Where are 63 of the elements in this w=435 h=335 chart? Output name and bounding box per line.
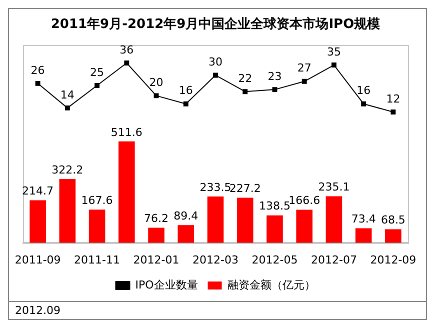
point bbox=[64, 105, 70, 110]
data-label: 233.5 bbox=[200, 180, 232, 194]
point bbox=[213, 72, 218, 78]
bar bbox=[236, 198, 254, 243]
data-label: 214.7 bbox=[22, 184, 54, 198]
data-label: 511.6 bbox=[110, 126, 142, 139]
point bbox=[302, 78, 307, 84]
data-label: 138.5 bbox=[258, 200, 290, 213]
point bbox=[272, 87, 278, 92]
data-label: 12 bbox=[386, 92, 400, 106]
bar bbox=[30, 200, 46, 243]
chart-title: 2011年9月-2012年9月中国企业全球资本市场IPO规模 bbox=[50, 16, 380, 32]
x-tick-label: 2012-01 bbox=[133, 253, 180, 266]
x-tick-label: 2011-11 bbox=[74, 253, 120, 266]
bar bbox=[148, 228, 164, 243]
data-label: 25 bbox=[90, 66, 104, 79]
data-label: 227.2 bbox=[229, 182, 261, 196]
data-label: 23 bbox=[268, 70, 282, 83]
point bbox=[242, 89, 248, 94]
x-tick-label: 2012-03 bbox=[192, 253, 238, 266]
point bbox=[124, 60, 130, 66]
data-label: 166.6 bbox=[288, 194, 320, 208]
bar bbox=[385, 229, 402, 243]
data-label: 76.2 bbox=[144, 212, 169, 226]
bar bbox=[59, 178, 76, 243]
data-label: 20 bbox=[149, 76, 164, 90]
data-label: 16 bbox=[356, 84, 371, 98]
data-label: 89.4 bbox=[174, 209, 198, 222]
legend-label: 融资金额（亿元） bbox=[227, 278, 316, 292]
data-label: 68.5 bbox=[380, 214, 406, 227]
x-tick-label: 2012-07 bbox=[310, 253, 357, 266]
data-label: 14 bbox=[60, 88, 74, 102]
data-label: 26 bbox=[30, 64, 45, 77]
data-label: 167.6 bbox=[81, 194, 113, 207]
point bbox=[390, 110, 396, 115]
data-label: 235.1 bbox=[318, 180, 350, 194]
point bbox=[361, 101, 366, 106]
bar bbox=[355, 228, 372, 243]
bar bbox=[118, 141, 135, 243]
bar bbox=[266, 215, 283, 243]
point bbox=[183, 101, 188, 106]
text: 2012.09 bbox=[15, 304, 60, 317]
point bbox=[35, 80, 40, 86]
x-tick-label: 2011-09 bbox=[14, 253, 61, 266]
legend-label: IPO企业数量 bbox=[135, 278, 198, 292]
data-label: 30 bbox=[208, 56, 222, 69]
bar bbox=[326, 196, 342, 243]
bar bbox=[296, 210, 312, 243]
data-label: 36 bbox=[120, 43, 134, 56]
point bbox=[154, 93, 159, 98]
bar bbox=[207, 196, 224, 243]
point bbox=[94, 82, 100, 88]
data-label: 322.2 bbox=[52, 163, 84, 176]
data-label: 16 bbox=[178, 84, 193, 98]
data-label: 35 bbox=[326, 45, 341, 58]
data-label: 73.4 bbox=[351, 212, 376, 226]
data-label: 27 bbox=[297, 62, 312, 75]
x-tick-label: 2012-05 bbox=[252, 253, 298, 266]
bar bbox=[88, 210, 106, 243]
data-label: 22 bbox=[238, 72, 252, 85]
point bbox=[331, 62, 336, 68]
x-tick-label: 2012-09 bbox=[370, 253, 416, 266]
bar bbox=[178, 225, 194, 243]
